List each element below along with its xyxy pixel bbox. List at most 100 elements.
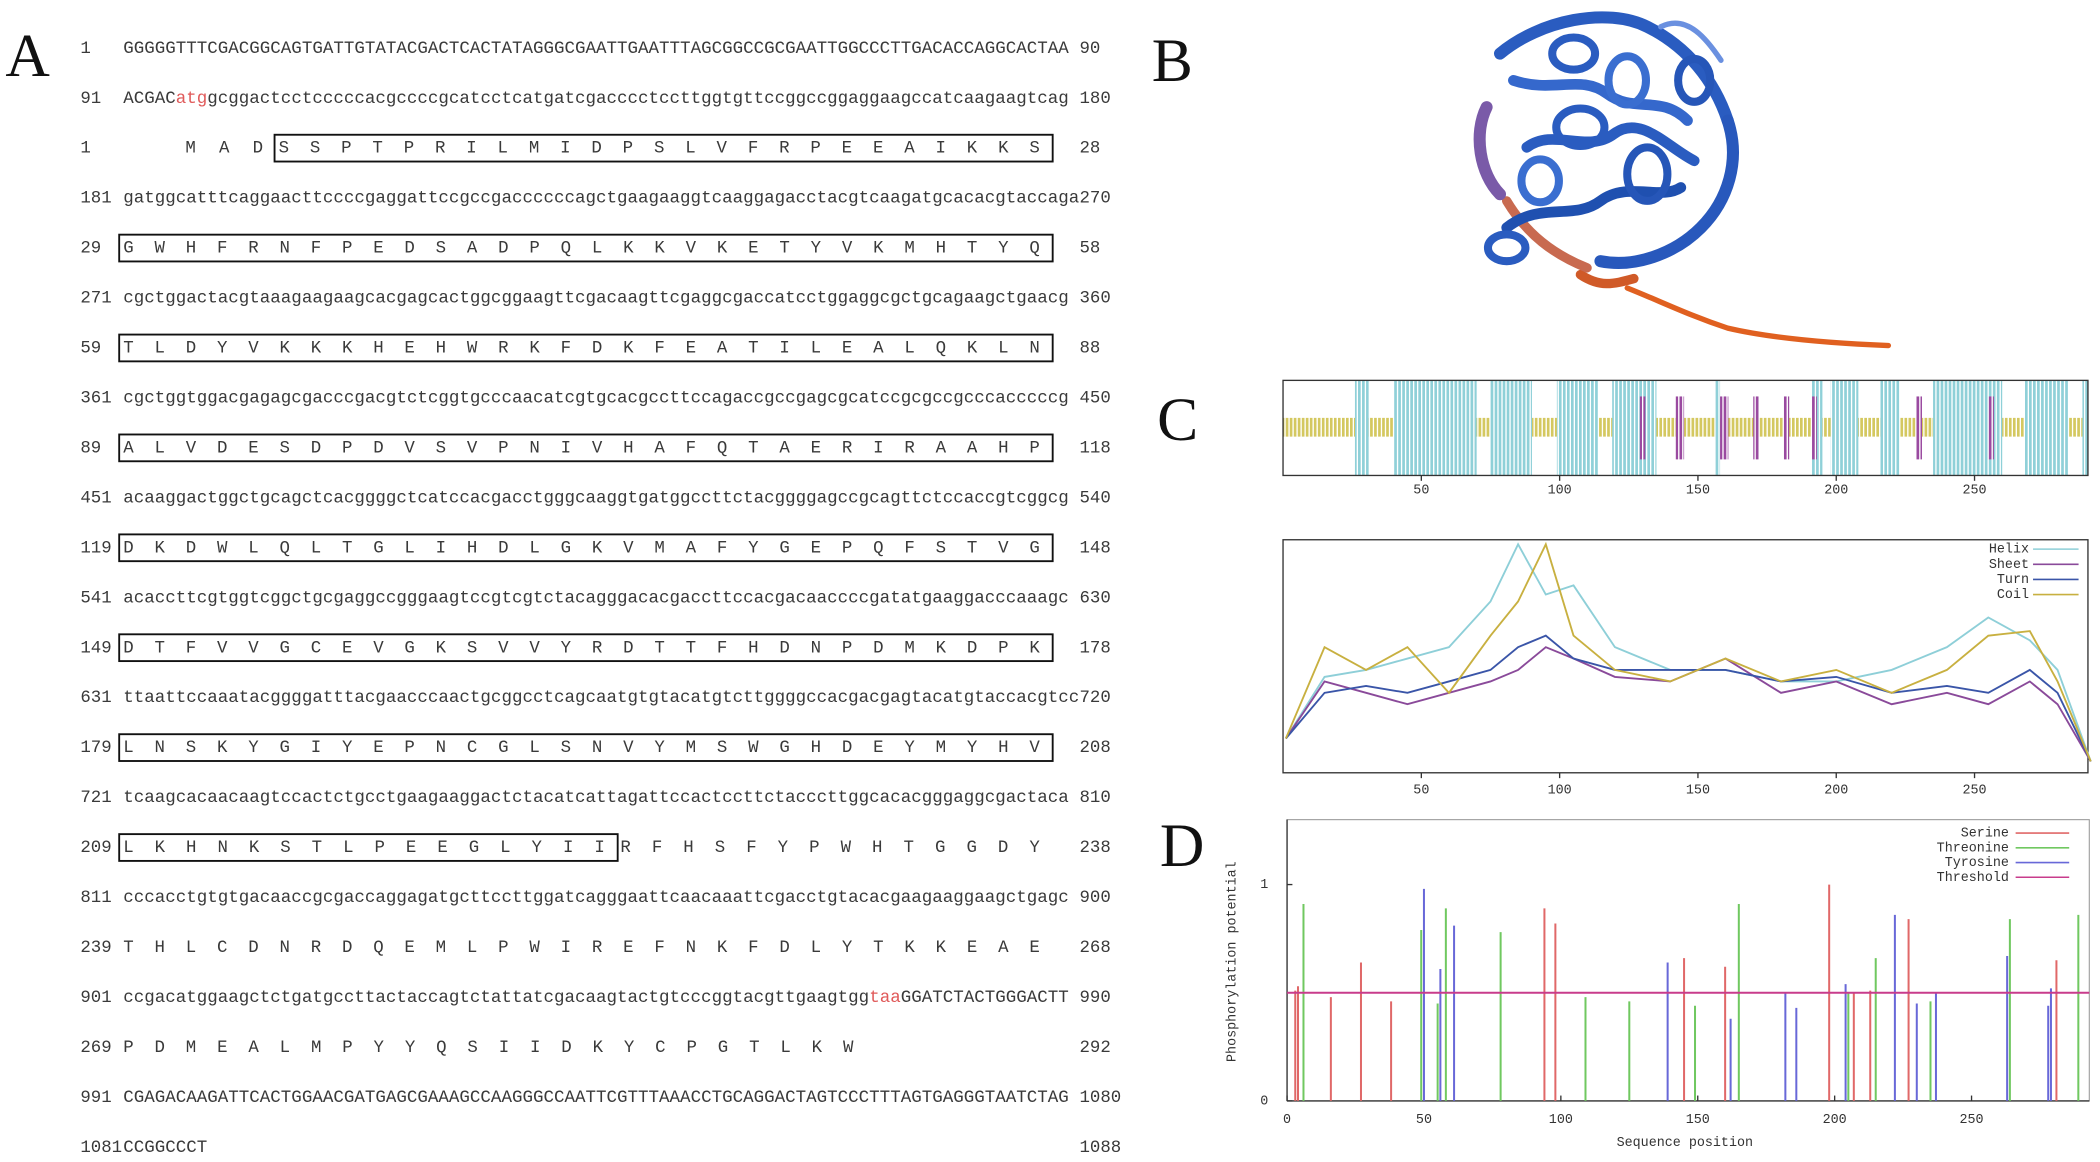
nucleotide-sequence: cccacctgtgtgacaaccgcgaccaggagatgcttccttg… — [123, 889, 1069, 908]
domain-box — [118, 833, 619, 862]
helix-segment — [1393, 380, 1477, 476]
helix-segment — [1714, 380, 1721, 476]
nucleotide-sequence: CCGGCCCT — [123, 1139, 207, 1158]
panel-label: D — [1160, 812, 1204, 880]
panel-label: B — [1152, 27, 1193, 95]
sheet-segment — [1988, 396, 1994, 460]
line-start-number: 29 — [80, 240, 101, 259]
nucleotide-sequence: atg — [176, 90, 208, 109]
amino-acid-sequence: D K D W L Q L T G L I H D L G K V M A F … — [123, 539, 1040, 558]
series-line — [1284, 541, 2092, 762]
legend-label: Helix — [1989, 543, 2029, 558]
nucleotide-sequence: ttaattccaaatacggggatttacgaacccaactgcggcc… — [123, 689, 1079, 708]
x-tick-label: 250 — [1962, 784, 1986, 799]
line-start-number: 541 — [80, 589, 111, 608]
x-tick-label: 150 — [1686, 484, 1710, 499]
nucleotide-sequence: taa — [869, 989, 901, 1008]
line-end-number: 28 — [1079, 140, 1100, 159]
line-start-number: 119 — [80, 539, 111, 558]
helix-segment — [1830, 380, 1859, 476]
x-tick-label: 250 — [1962, 484, 1986, 499]
nucleotide-sequence: GGGGGTTTCGACGGCAGTGATTGTATACGACTCACTATAG… — [123, 40, 1069, 59]
legend-label: Threonine — [1937, 841, 2009, 856]
amino-acid-sequence: T L D Y V K K K H E H W R K F D K F E A … — [123, 340, 1040, 359]
domain-box — [273, 133, 1054, 163]
legend-label: Turn — [1997, 573, 2029, 588]
line-end-number: 148 — [1079, 539, 1110, 558]
line-start-number: 209 — [80, 839, 111, 858]
line-end-number: 720 — [1079, 689, 1110, 708]
x-tick-label: 0 — [1283, 1113, 1291, 1128]
line-end-number: 1080 — [1079, 1089, 1121, 1108]
nucleotide-sequence: GGATCTACTGGGACTT — [901, 989, 1069, 1008]
line-start-number: 991 — [80, 1089, 111, 1108]
nucleotide-sequence: CGAGACAAGATTCACTGGAACGATGAGCGAAAGCCAAGGG… — [123, 1089, 1069, 1108]
legend-label: Sheet — [1989, 558, 2029, 573]
helix-segment — [1612, 380, 1657, 476]
line-end-number: 450 — [1079, 390, 1110, 409]
sheet-segment — [1811, 396, 1817, 460]
line-end-number: 360 — [1079, 290, 1110, 309]
nucleotide-sequence: tcaagcacaacaagtccactctgcctgaagaaggactcta… — [123, 789, 1069, 808]
series-line — [1285, 634, 2092, 762]
x-tick-label: 150 — [1686, 784, 1710, 799]
line-end-number: 90 — [1079, 40, 1100, 59]
line-start-number: 59 — [80, 340, 101, 359]
amino-acid-sequence: G W H F R N F P E D S A D P Q L K K V K … — [123, 240, 1040, 259]
helix-segment — [1556, 380, 1599, 476]
nucleotide-sequence: acaaggactggctgcagctcacggggctcatccacgacct… — [123, 489, 1069, 508]
legend-label: Serine — [1961, 827, 2009, 842]
line-start-number: 269 — [80, 1039, 111, 1058]
nucleotide-sequence: acaccttcgtggtcggctgcgaggccgggaagtccgtcgt… — [123, 589, 1069, 608]
line-start-number: 91 — [80, 90, 101, 109]
line-start-number: 1 — [80, 140, 90, 159]
nucleotide-sequence: gatggcatttcaggaacttccccgaggattccgccgaccc… — [123, 190, 1079, 209]
x-tick-label: 50 — [1416, 1113, 1432, 1128]
line-end-number: 178 — [1079, 639, 1110, 658]
sheet-segment — [1916, 396, 1922, 460]
x-tick-label: 50 — [1413, 784, 1429, 799]
track-frame — [1282, 379, 2089, 477]
line-start-number: 1081 — [80, 1139, 122, 1158]
line-start-number: 451 — [80, 489, 111, 508]
domain-box — [118, 333, 1054, 363]
line-start-number: 179 — [80, 739, 111, 758]
x-tick-label: 200 — [1824, 784, 1848, 799]
line-end-number: 238 — [1079, 839, 1110, 858]
line-end-number: 900 — [1079, 889, 1110, 908]
sheet-segment — [1753, 396, 1759, 460]
amino-acid-sequence: A L V D E S D P D V S V P N I V H A F Q … — [123, 439, 1040, 458]
x-tick-label: 200 — [1824, 484, 1848, 499]
amino-acid-sequence: M A D — [185, 140, 263, 159]
line-start-number: 811 — [80, 889, 111, 908]
amino-acid-sequence: S S P T P R I L M I D P S L V F R P E E … — [279, 140, 1040, 159]
line-end-number: 208 — [1079, 739, 1110, 758]
domain-box — [118, 433, 1054, 463]
x-tick-label: 150 — [1686, 1113, 1710, 1128]
line-start-number: 361 — [80, 390, 111, 409]
x-axis-title: Sequence position — [1617, 1136, 1753, 1151]
panel-label: C — [1157, 386, 1198, 454]
sheet-segment — [1675, 396, 1685, 460]
nucleotide-sequence: cgctggactacgtaaagaagaagcacgagcactggcggaa… — [123, 290, 1069, 309]
line-end-number: 630 — [1079, 589, 1110, 608]
line-end-number: 270 — [1079, 190, 1110, 209]
nucleotide-sequence: ccgacatggaagctctgatgccttactaccagtctattat… — [123, 989, 869, 1008]
line-end-number: 540 — [1079, 489, 1110, 508]
helix-segment — [1354, 380, 1369, 476]
line-end-number: 58 — [1079, 240, 1100, 259]
panel-label: A — [5, 22, 50, 90]
line-end-number: 118 — [1079, 439, 1110, 458]
x-tick-label: 200 — [1823, 1113, 1847, 1128]
line-start-number: 631 — [80, 689, 111, 708]
domain-box — [118, 733, 1054, 762]
domain-box — [118, 533, 1054, 563]
sheet-segment — [1720, 396, 1729, 460]
helix-segment — [1880, 380, 1900, 476]
line-start-number: 149 — [80, 639, 111, 658]
line-start-number: 239 — [80, 939, 111, 958]
x-tick-label: 100 — [1549, 1113, 1573, 1128]
line-end-number: 292 — [1079, 1039, 1110, 1058]
line-end-number: 1088 — [1079, 1139, 1121, 1158]
